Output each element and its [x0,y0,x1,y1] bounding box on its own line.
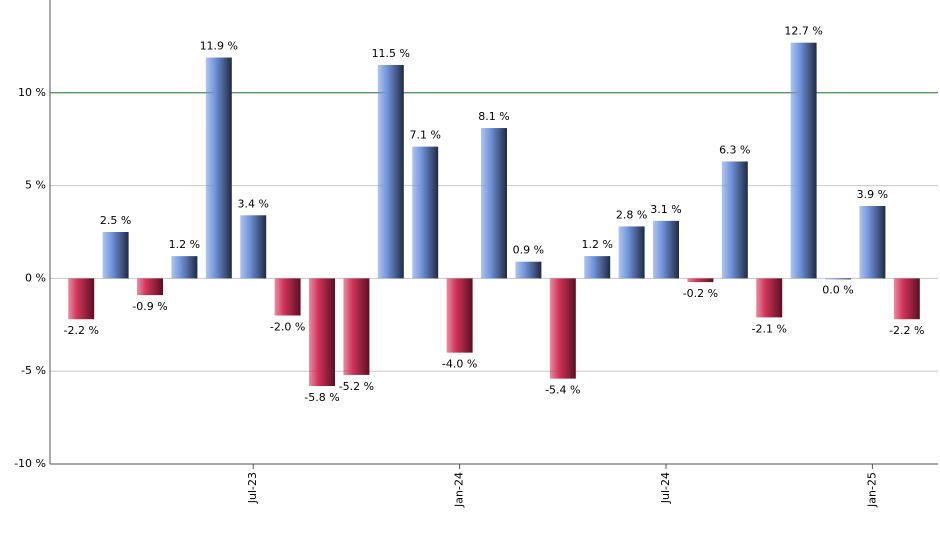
x-tick-label: Jul-23 [246,472,259,504]
value-label: 2.8 % [616,208,647,221]
value-label: -2.2 % [889,324,924,337]
bar [584,256,611,279]
value-label: 2.5 % [100,214,131,227]
y-tick-label: 5 % [25,179,46,192]
value-label: -0.9 % [132,300,167,313]
bar [102,232,129,279]
bar [549,278,576,379]
bar [274,278,301,316]
y-tick-label: -10 % [14,457,46,470]
bar [618,226,645,279]
value-label: 7.1 % [409,129,440,142]
bar [446,278,473,353]
value-label: 3.4 % [237,197,268,210]
bar [205,57,232,279]
bar [653,220,679,279]
value-label: 11.5 % [372,47,410,60]
x-tick-label: Jan-24 [453,472,466,508]
value-label: -5.4 % [545,384,580,397]
bar [790,42,817,279]
value-label: 8.1 % [478,110,509,123]
value-label: 1.2 % [169,238,200,251]
bar [825,278,851,280]
bar [412,146,439,279]
value-label: -5.8 % [304,391,339,404]
bar [309,278,335,387]
y-tick-label: 10 % [18,86,46,99]
x-tick-label: Jan-25 [865,472,878,508]
y-tick-label: -5 % [21,364,46,377]
bar [687,278,714,283]
bar [515,261,542,279]
value-label: -2.0 % [270,321,305,334]
bar [893,278,920,320]
value-label: -4.0 % [442,358,477,371]
value-label: -0.2 % [683,287,718,300]
value-label: 1.2 % [581,238,612,251]
value-label: 11.9 % [200,40,238,53]
bar [137,278,163,296]
value-label: 3.1 % [650,203,681,216]
value-label: 0.9 % [513,244,544,257]
bar [721,161,748,279]
value-label: 3.9 % [857,188,888,201]
value-label: 6.3 % [719,143,750,156]
value-label: -2.2 % [63,324,98,337]
bar [68,278,95,320]
bar [240,215,267,279]
value-label: 12.7 % [784,25,822,38]
x-tick-label: Jul-24 [659,472,672,504]
y-tick-label: 0 % [25,271,46,284]
bar [859,206,886,279]
bar [343,278,370,375]
value-label: -2.1 % [751,322,786,335]
bar [481,128,507,279]
bar [377,64,404,279]
bar [171,256,198,279]
value-label: -5.2 % [339,380,374,393]
value-label: 0.0 % [822,283,853,296]
bar [756,278,783,318]
